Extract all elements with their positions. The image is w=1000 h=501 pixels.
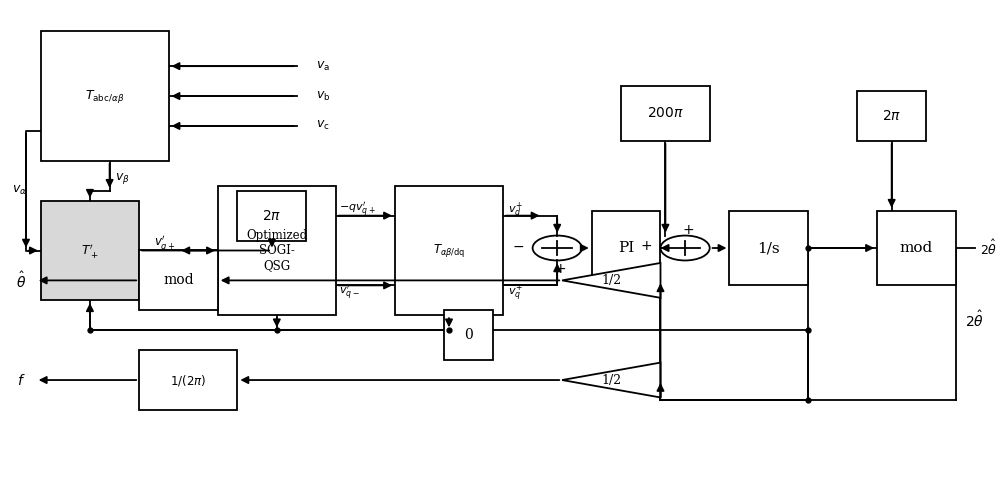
Bar [139, 350, 237, 410]
Text: $v_{\beta}$: $v_{\beta}$ [115, 171, 129, 186]
Text: 1/2: 1/2 [601, 374, 621, 387]
Polygon shape [562, 263, 660, 298]
Polygon shape [562, 363, 660, 397]
Text: $v_{\mathrm{a}}$: $v_{\mathrm{a}}$ [316, 60, 330, 73]
Bar [218, 186, 336, 315]
Text: 1/s: 1/s [757, 241, 780, 255]
Text: $+$: $+$ [640, 238, 652, 253]
Bar [592, 210, 660, 286]
Text: $-qv^{\prime}_{q+}$: $-qv^{\prime}_{q+}$ [339, 200, 376, 219]
Text: 1/2: 1/2 [601, 274, 621, 287]
Text: $T_{\alpha\beta/\mathrm{dq}}$: $T_{\alpha\beta/\mathrm{dq}}$ [433, 242, 465, 259]
Text: $\hat{\theta}$: $\hat{\theta}$ [16, 270, 26, 291]
Bar [139, 250, 218, 310]
Text: $v^{\prime}_{q-}$: $v^{\prime}_{q-}$ [339, 284, 359, 302]
Bar [729, 210, 808, 286]
Text: $200\pi$: $200\pi$ [647, 107, 684, 120]
Text: $1/(2\pi)$: $1/(2\pi)$ [170, 373, 206, 388]
Text: $T_{\mathrm{abc}/\alpha\beta}$: $T_{\mathrm{abc}/\alpha\beta}$ [85, 88, 124, 105]
Text: mod: mod [163, 274, 194, 288]
Text: mod: mod [900, 241, 933, 255]
Text: $2\pi$: $2\pi$ [882, 109, 901, 123]
Text: $+$: $+$ [682, 222, 694, 236]
Bar [621, 86, 710, 141]
Bar [41, 201, 139, 300]
Bar [237, 191, 306, 240]
Bar [444, 310, 493, 360]
Text: $v_{\mathrm{b}}$: $v_{\mathrm{b}}$ [316, 90, 331, 103]
Text: $v^{+}_{d}$: $v^{+}_{d}$ [508, 200, 523, 219]
Text: $f$: $f$ [17, 373, 26, 388]
Text: $T^{\prime}_+$: $T^{\prime}_+$ [81, 241, 99, 260]
Text: $+$: $+$ [554, 263, 566, 277]
Text: $v_{\alpha}$: $v_{\alpha}$ [12, 184, 27, 197]
Bar [41, 31, 169, 161]
Text: $2\hat{\theta}$: $2\hat{\theta}$ [965, 310, 984, 330]
Text: PI: PI [618, 241, 634, 255]
Text: $v^{+}_{q}$: $v^{+}_{q}$ [508, 283, 523, 303]
Bar [877, 210, 956, 286]
Text: $2\pi$: $2\pi$ [262, 208, 282, 222]
Text: 0: 0 [464, 328, 473, 342]
Text: $v^{\prime}_{q+}$: $v^{\prime}_{q+}$ [154, 233, 176, 253]
Text: Optimized
SOGI-
QSG: Optimized SOGI- QSG [246, 229, 307, 272]
Bar [857, 91, 926, 141]
Text: $2\hat{\theta}$: $2\hat{\theta}$ [980, 238, 998, 258]
Bar [395, 186, 503, 315]
Text: $v_{\mathrm{c}}$: $v_{\mathrm{c}}$ [316, 119, 330, 132]
Text: $-$: $-$ [512, 238, 524, 253]
